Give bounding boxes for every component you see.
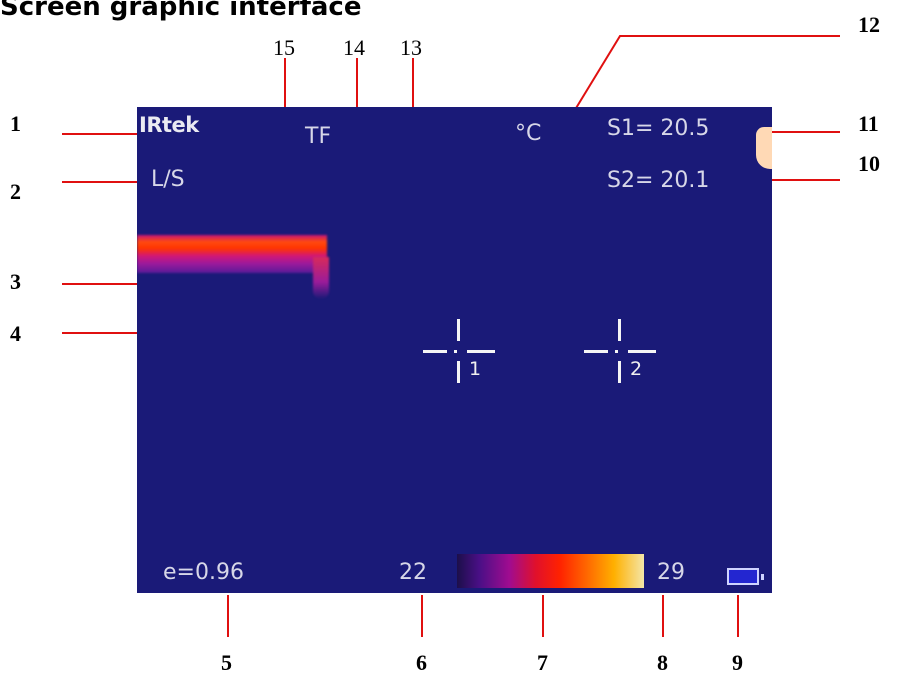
callout-11: 11 (858, 111, 879, 136)
spot-cursor-1[interactable]: 1 (421, 319, 499, 397)
spot-cursor-2[interactable]: 2 (582, 319, 660, 397)
emissivity-readout: e=0.96 (163, 560, 244, 585)
cursor-2-label: 2 (630, 358, 643, 380)
battery-icon (727, 568, 764, 585)
spot2-readout: S2= 20.1 (607, 168, 710, 193)
mode-indicator: L/S (151, 167, 185, 192)
thermal-hot-region-edge (313, 257, 329, 299)
callout-1: 1 (10, 111, 21, 136)
callout-7: 7 (537, 650, 548, 675)
callout-15: 15 (273, 35, 295, 60)
range-max-readout: 29 (657, 560, 685, 585)
callout-9: 9 (732, 650, 743, 675)
callout-6: 6 (416, 650, 427, 675)
callout-2: 2 (10, 179, 21, 204)
callout-5: 5 (221, 650, 232, 675)
callout-10: 10 (858, 151, 880, 176)
spot1-readout: S1= 20.5 (607, 116, 710, 141)
color-palette-bar (457, 554, 644, 588)
callout-14: 14 (343, 35, 365, 60)
thermal-hot-region (137, 235, 327, 273)
brand-logo: IRtek (139, 113, 199, 137)
callout-12: 12 (858, 12, 880, 37)
callout-4: 4 (10, 321, 21, 346)
range-min-readout: 22 (399, 560, 427, 585)
thermal-screen: IRtek L/S TF °C S1= 20.5 S2= 20.1 1 2 e=… (137, 107, 772, 593)
focus-indicator: TF (305, 124, 332, 149)
callout-13: 13 (400, 35, 422, 60)
page-title: Screen graphic interface (0, 0, 362, 22)
callout-3: 3 (10, 269, 21, 294)
thermal-edge-spot (756, 127, 772, 169)
callout-8: 8 (657, 650, 668, 675)
cursor-1-label: 1 (469, 358, 482, 380)
unit-indicator: °C (515, 121, 542, 146)
